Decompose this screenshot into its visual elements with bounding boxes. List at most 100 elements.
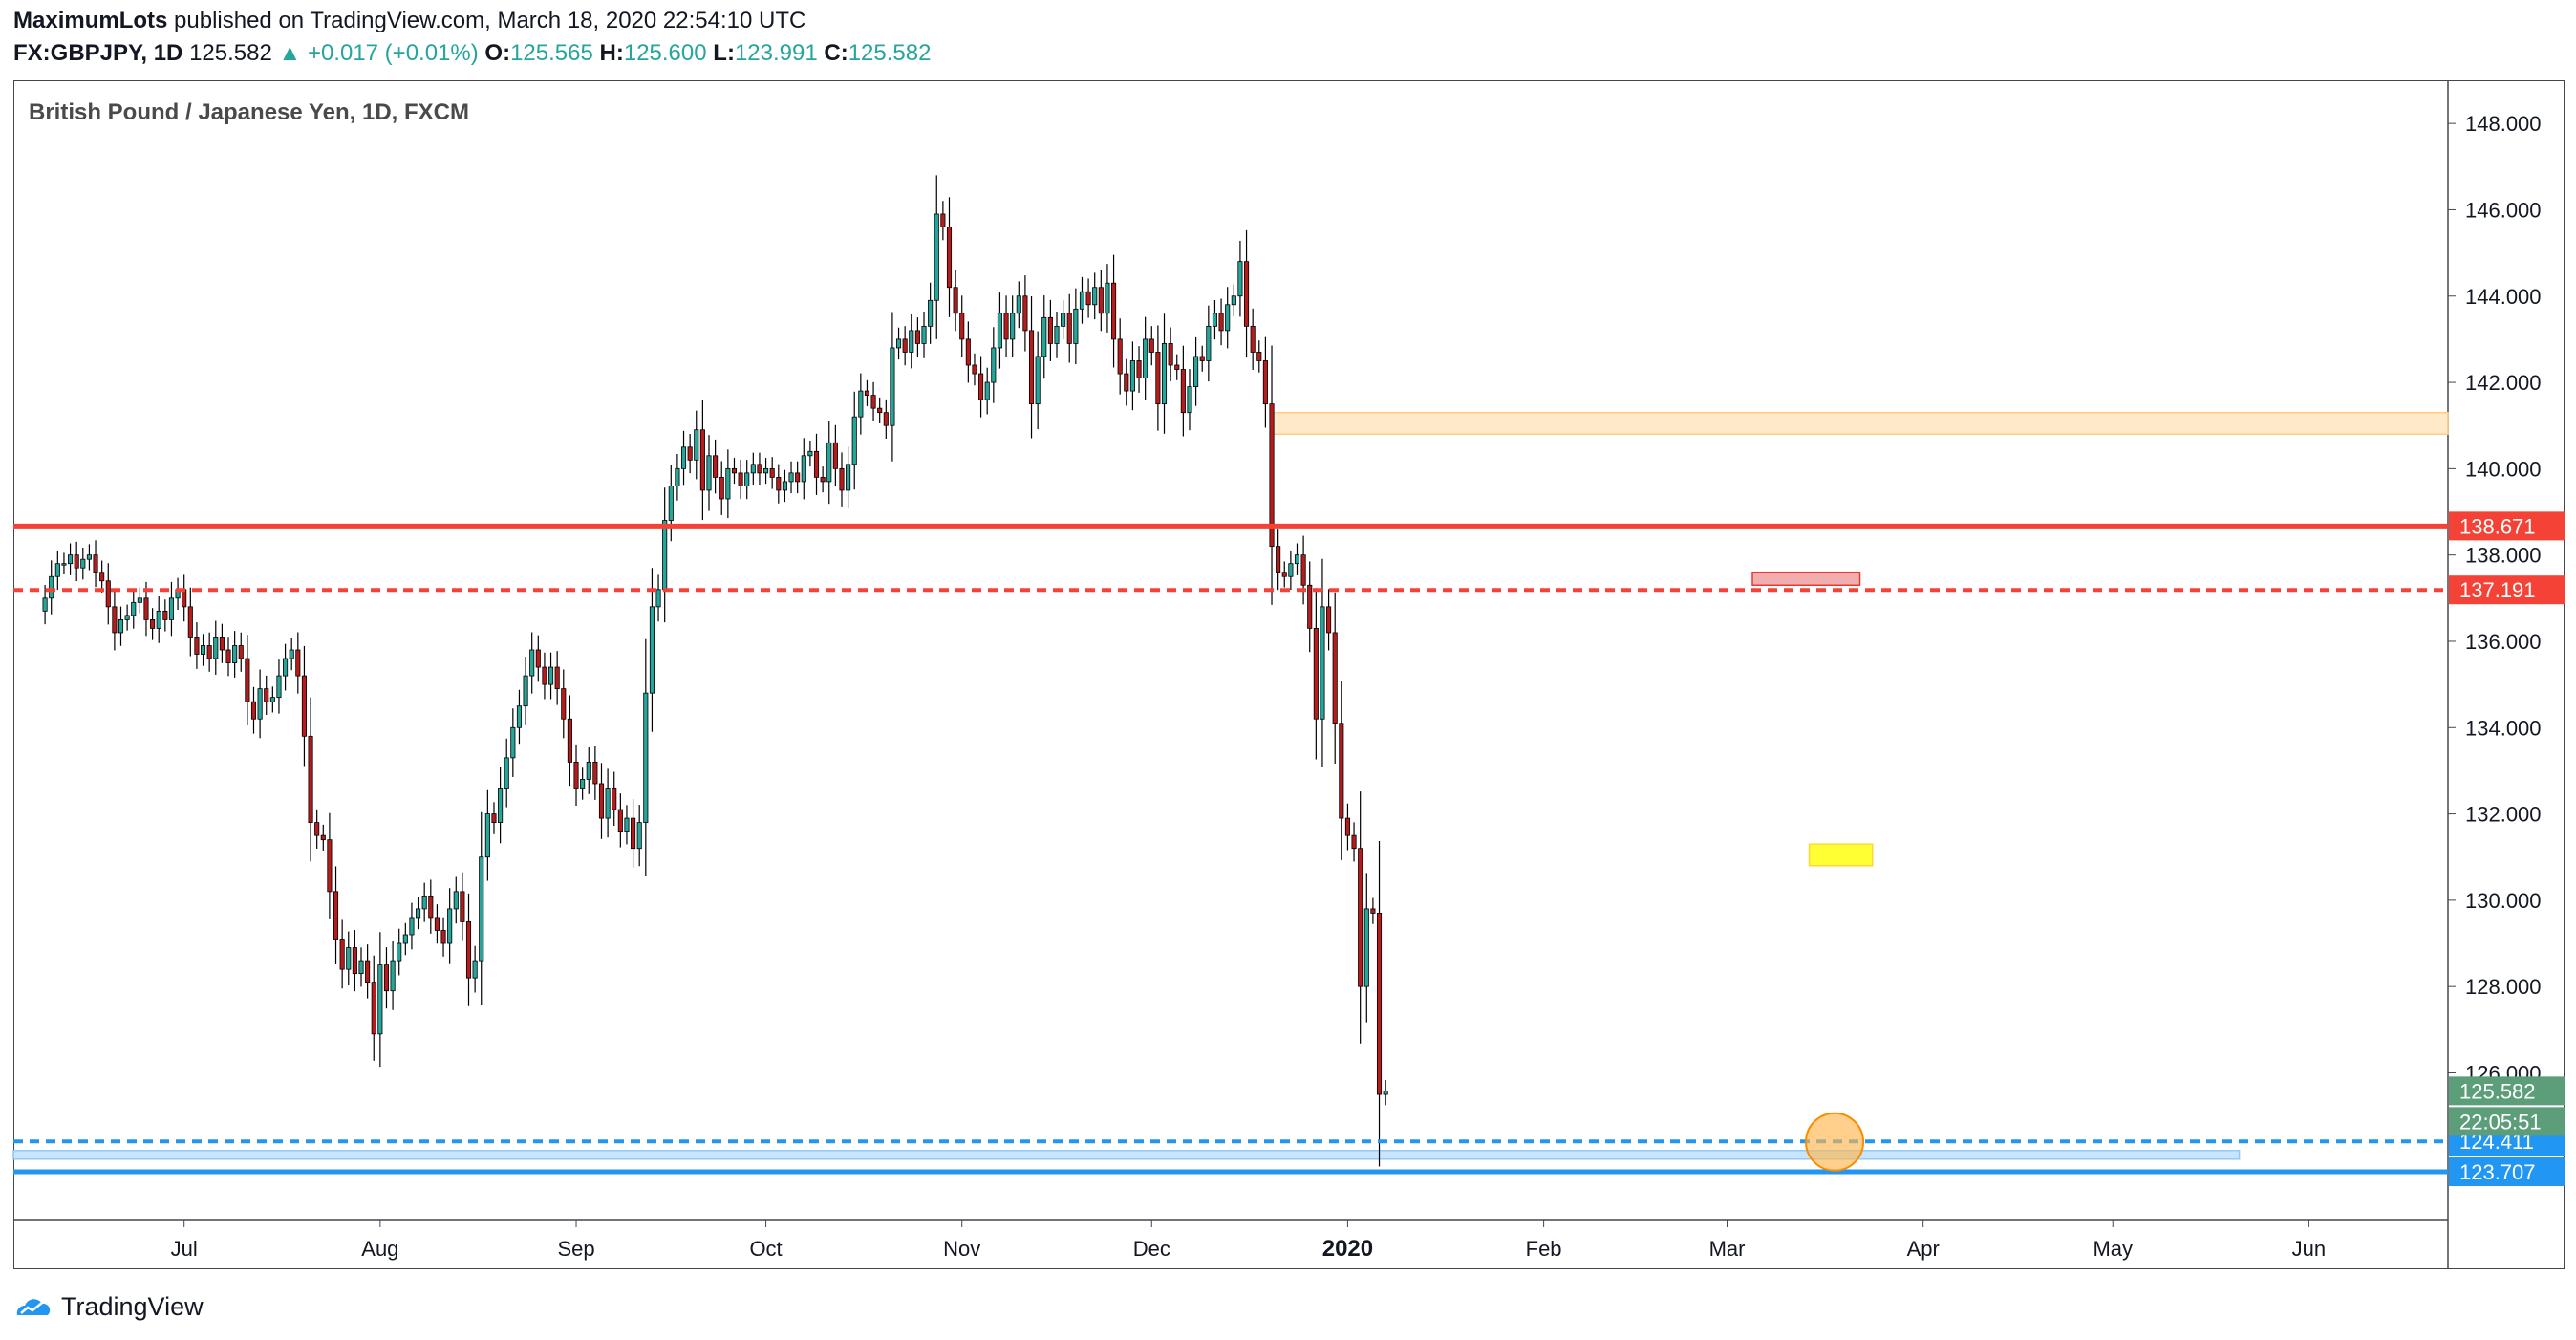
- x-tick-label: Jun: [2292, 1237, 2326, 1261]
- candle-down: [1136, 360, 1142, 378]
- tradingview-brand[interactable]: TradingView: [61, 1292, 204, 1321]
- candle-up: [643, 692, 649, 824]
- price-change: +0.017 (+0.01%): [307, 40, 479, 66]
- candle-down: [206, 645, 212, 659]
- candle-up: [668, 486, 674, 521]
- candle-up: [1225, 304, 1231, 332]
- candle-down: [1003, 313, 1009, 340]
- candle-up: [1054, 325, 1060, 344]
- countdown-label: 22:05:51: [2459, 1110, 2542, 1134]
- candle-up: [1363, 908, 1369, 987]
- candle-up: [1237, 261, 1243, 297]
- candle-up: [269, 697, 275, 702]
- candle-down: [598, 783, 605, 819]
- candle-up: [788, 472, 794, 483]
- candle-down: [567, 718, 572, 763]
- candle-down: [953, 287, 958, 314]
- candle-down: [1022, 295, 1028, 332]
- candle-up: [86, 554, 92, 560]
- candle-down: [314, 822, 320, 836]
- candle-up: [1041, 316, 1047, 357]
- candle-down: [1174, 364, 1180, 370]
- candle-up: [421, 895, 427, 910]
- candle-down: [617, 809, 623, 832]
- candle-down: [264, 688, 269, 702]
- candle-down: [795, 472, 801, 483]
- y-tick-label: 140.000: [2465, 457, 2542, 481]
- candle-up: [200, 645, 206, 655]
- candle-up: [662, 520, 668, 591]
- support-zone-orange: [1271, 411, 2449, 435]
- candle-up: [397, 942, 402, 962]
- countdown-bg: [2449, 1107, 2565, 1136]
- candle-up: [991, 347, 997, 383]
- candle-down: [864, 390, 870, 397]
- candle-down: [1117, 338, 1123, 375]
- candle-down: [1111, 282, 1117, 340]
- candle-down: [162, 610, 168, 620]
- candle-up: [68, 554, 74, 565]
- candle-down: [491, 813, 497, 824]
- candle-up: [529, 649, 535, 677]
- y-tick-label: 138.000: [2465, 544, 2542, 568]
- candle-up: [921, 325, 927, 344]
- candle-up: [909, 330, 914, 353]
- candle-down: [1358, 848, 1363, 987]
- candle-down: [883, 412, 889, 426]
- candle-down: [327, 839, 333, 893]
- candle-up: [1073, 308, 1079, 344]
- candle-down: [713, 455, 719, 478]
- candle-down: [245, 658, 250, 702]
- high-value: 125.600: [623, 40, 707, 66]
- candle-down: [460, 891, 465, 922]
- candle-down: [187, 606, 193, 638]
- x-tick-label: Sep: [557, 1237, 594, 1261]
- candle-down: [1047, 316, 1053, 344]
- tradingview-logo-icon[interactable]: [13, 1296, 52, 1319]
- candle-down: [440, 930, 446, 944]
- candle-up: [453, 891, 459, 910]
- candle-up: [131, 601, 137, 616]
- price-label-bg: [2449, 511, 2565, 541]
- candle-up: [750, 464, 756, 474]
- author-name[interactable]: MaximumLots: [13, 8, 168, 33]
- last-price-bg: [2449, 1076, 2565, 1106]
- candle-up: [1193, 356, 1199, 387]
- candle-up: [1016, 295, 1021, 314]
- candle-down: [1218, 313, 1224, 332]
- y-tick-label: 142.000: [2465, 371, 2542, 395]
- chart-title: British Pound / Japanese Yen, 1D, FXCM: [29, 99, 470, 125]
- candle-up: [1212, 313, 1218, 327]
- candle-up: [649, 606, 655, 694]
- x-tick-label: Jul: [171, 1237, 198, 1261]
- candle-up: [851, 416, 857, 465]
- candle-up: [289, 649, 294, 659]
- candle-up: [655, 589, 661, 608]
- y-tick-label: 134.000: [2465, 716, 2542, 740]
- x-tick-label: May: [2093, 1237, 2133, 1261]
- candle-down: [1085, 291, 1091, 306]
- candle-down: [1307, 584, 1313, 629]
- candle-up: [675, 467, 680, 486]
- candle-up: [680, 446, 687, 469]
- candle-up: [257, 688, 263, 720]
- candle-up: [694, 429, 699, 461]
- y-tick-label: 148.000: [2465, 112, 2542, 136]
- candle-up: [934, 213, 939, 301]
- candle-up: [213, 637, 219, 659]
- candle-up: [1294, 554, 1300, 565]
- candle-down: [1344, 817, 1350, 836]
- price-label-bg: [2449, 575, 2565, 605]
- price-label-bg: [2449, 1157, 2565, 1187]
- candle-down: [1066, 313, 1072, 344]
- candle-up: [447, 908, 453, 944]
- candle-up: [54, 563, 60, 577]
- candle-up: [156, 610, 161, 629]
- candle-down: [1199, 356, 1205, 361]
- candle-up: [358, 960, 364, 975]
- candle-down: [1124, 373, 1129, 392]
- low-label: L:: [713, 40, 735, 66]
- candle-down: [839, 467, 845, 491]
- candle-up: [580, 779, 586, 789]
